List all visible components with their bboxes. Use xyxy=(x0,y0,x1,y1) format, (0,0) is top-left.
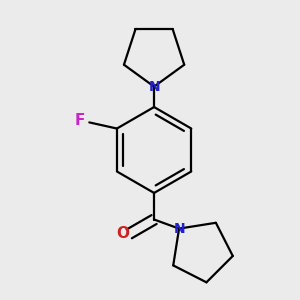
Text: N: N xyxy=(148,80,160,94)
Text: N: N xyxy=(173,222,185,236)
Text: F: F xyxy=(75,113,85,128)
Text: O: O xyxy=(117,226,130,241)
